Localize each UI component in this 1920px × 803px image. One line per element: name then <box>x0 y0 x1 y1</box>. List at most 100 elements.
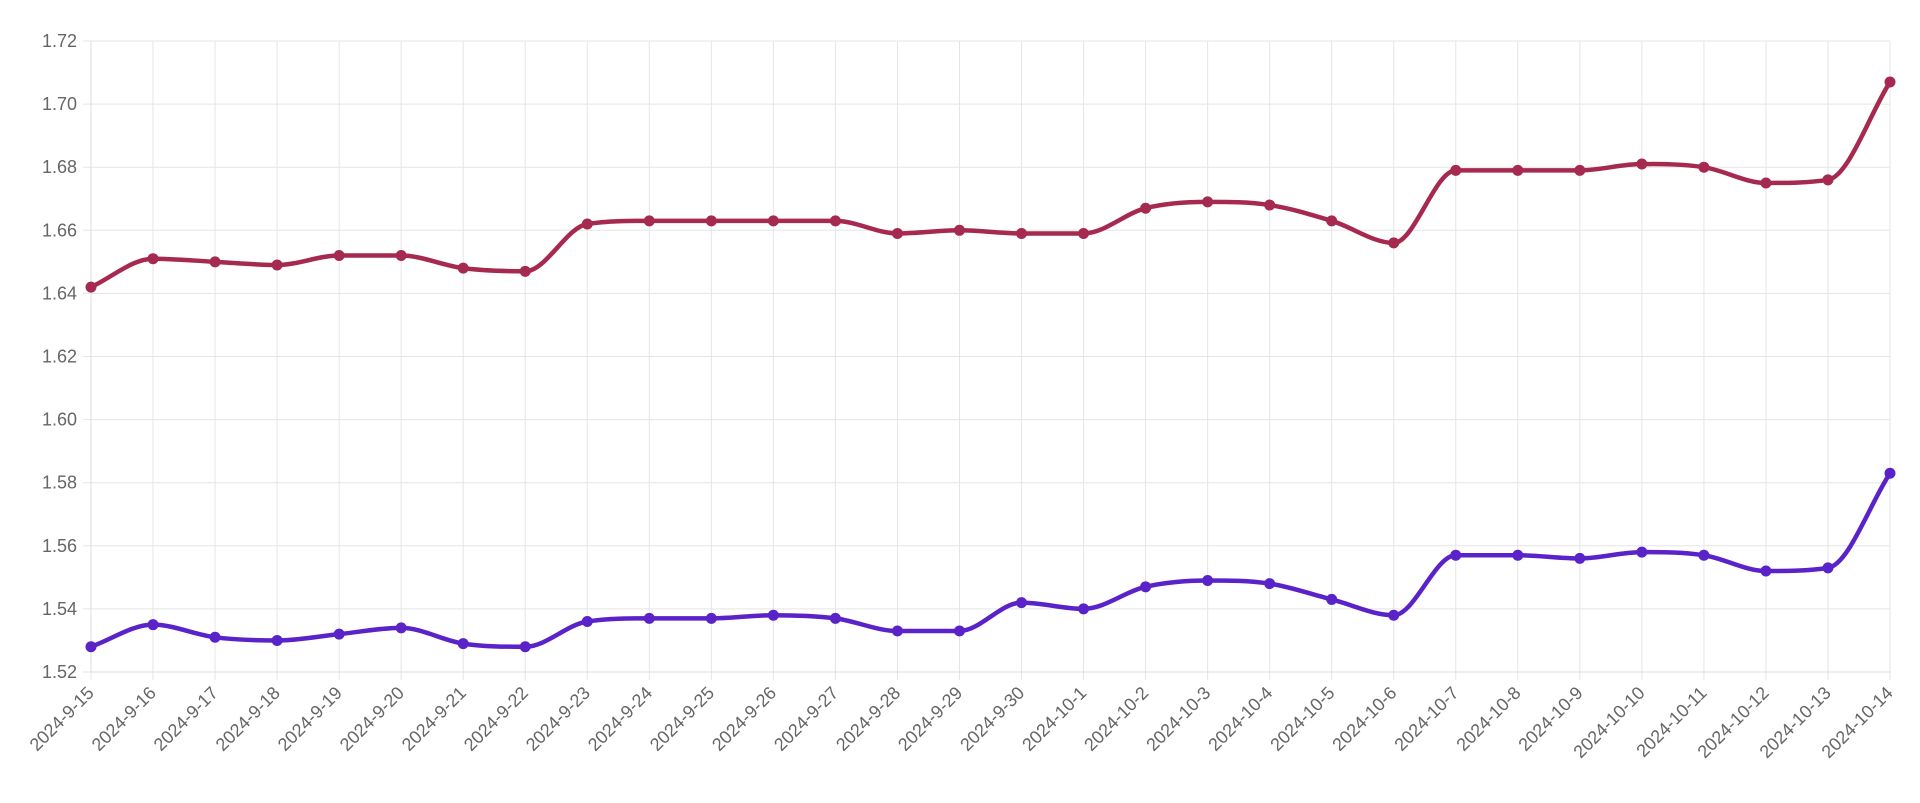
y-tick-label: 1.68 <box>42 157 77 177</box>
data-point[interactable] <box>643 215 655 227</box>
y-tick-label: 1.52 <box>42 662 77 682</box>
x-tick-label: 2024-10-3 <box>1142 683 1214 755</box>
x-tick-label: 2024-9-19 <box>274 683 346 755</box>
x-tick-label: 2024-9-28 <box>832 683 904 755</box>
data-point[interactable] <box>1698 549 1710 561</box>
data-point[interactable] <box>829 612 841 624</box>
data-point[interactable] <box>85 281 97 293</box>
data-point[interactable] <box>457 262 469 274</box>
data-point[interactable] <box>1016 227 1028 239</box>
y-tick-label: 1.66 <box>42 220 77 240</box>
data-point[interactable] <box>767 609 779 621</box>
data-point[interactable] <box>1140 581 1152 593</box>
data-point[interactable] <box>519 265 531 277</box>
series-line-1 <box>88 79 1893 290</box>
data-point[interactable] <box>1822 562 1834 574</box>
data-point[interactable] <box>1636 546 1648 558</box>
data-point[interactable] <box>1264 199 1276 211</box>
data-point[interactable] <box>891 227 903 239</box>
data-point[interactable] <box>581 616 593 628</box>
y-tick-label: 1.72 <box>42 31 77 51</box>
data-point[interactable] <box>395 250 407 262</box>
x-tick-label: 2024-10-6 <box>1328 683 1400 755</box>
data-point[interactable] <box>1450 549 1462 561</box>
data-point[interactable] <box>1636 158 1648 170</box>
data-point[interactable] <box>333 250 345 262</box>
data-point[interactable] <box>1574 552 1586 564</box>
data-point[interactable] <box>1388 237 1400 249</box>
x-tick-label: 2024-9-26 <box>708 683 780 755</box>
data-point[interactable] <box>519 641 531 653</box>
data-point[interactable] <box>333 628 345 640</box>
data-point[interactable] <box>891 625 903 637</box>
series-line-2 <box>88 470 1893 650</box>
data-point[interactable] <box>1512 164 1524 176</box>
data-point[interactable] <box>147 619 159 631</box>
x-tick-label: 2024-9-25 <box>646 683 718 755</box>
x-tick-label: 2024-10-4 <box>1204 683 1276 755</box>
data-point[interactable] <box>1884 76 1896 88</box>
x-tick-label: 2024-9-20 <box>336 683 408 755</box>
data-point[interactable] <box>1326 215 1338 227</box>
y-tick-label: 1.54 <box>42 599 77 619</box>
data-point[interactable] <box>1264 578 1276 590</box>
y-tick-label: 1.64 <box>42 283 77 303</box>
data-point[interactable] <box>643 612 655 624</box>
data-point[interactable] <box>209 256 221 268</box>
data-point[interactable] <box>705 215 717 227</box>
y-tick-label: 1.56 <box>42 536 77 556</box>
data-point[interactable] <box>85 641 97 653</box>
x-tick-label: 2024-9-15 <box>26 683 98 755</box>
x-tick-label: 2024-10-5 <box>1266 683 1338 755</box>
y-tick-label: 1.62 <box>42 347 77 367</box>
data-point[interactable] <box>1512 549 1524 561</box>
data-point[interactable] <box>1822 174 1834 186</box>
data-point[interactable] <box>1388 609 1400 621</box>
x-tick-label: 2024-9-18 <box>212 683 284 755</box>
data-point[interactable] <box>1140 202 1152 214</box>
data-point[interactable] <box>953 224 965 236</box>
x-tick-label: 2024-10-7 <box>1390 683 1462 755</box>
x-tick-label: 2024-9-27 <box>770 683 842 755</box>
data-point[interactable] <box>767 215 779 227</box>
axes: 1.52 1.54 1.56 1.58 1.60 1.62 1.64 1.66 1.68 1.70… <box>26 31 1897 762</box>
data-point[interactable] <box>147 253 159 265</box>
data-point[interactable] <box>271 259 283 271</box>
data-point[interactable] <box>1078 603 1090 615</box>
x-tick-label: 2024-10-8 <box>1452 683 1524 755</box>
data-point[interactable] <box>581 218 593 230</box>
data-point[interactable] <box>1884 467 1896 479</box>
data-point[interactable] <box>705 612 717 624</box>
data-point[interactable] <box>1202 196 1214 208</box>
data-point[interactable] <box>1202 575 1214 587</box>
data-point[interactable] <box>1078 227 1090 239</box>
data-point[interactable] <box>457 638 469 650</box>
data-point[interactable] <box>829 215 841 227</box>
x-tick-label: 2024-10-2 <box>1080 683 1152 755</box>
data-point[interactable] <box>1760 177 1772 189</box>
data-point[interactable] <box>1574 164 1586 176</box>
data-point[interactable] <box>953 625 965 637</box>
y-tick-label: 1.60 <box>42 410 77 430</box>
data-point[interactable] <box>1326 593 1338 605</box>
data-point[interactable] <box>1450 164 1462 176</box>
x-tick-label: 2024-10-1 <box>1018 683 1090 755</box>
x-tick-label: 2024-9-21 <box>398 683 470 755</box>
data-point[interactable] <box>1760 565 1772 577</box>
x-tick-label: 2024-9-17 <box>150 683 222 755</box>
data-point[interactable] <box>209 631 221 643</box>
data-point[interactable] <box>1016 597 1028 609</box>
data-point[interactable] <box>1698 161 1710 173</box>
x-tick-label: 2024-9-22 <box>460 683 532 755</box>
x-tick-label: 2024-9-29 <box>894 683 966 755</box>
y-tick-label: 1.70 <box>42 94 77 114</box>
y-tick-label: 1.58 <box>42 473 77 493</box>
x-tick-label: 2024-9-24 <box>584 683 656 755</box>
data-point[interactable] <box>395 622 407 634</box>
data-point[interactable] <box>271 634 283 646</box>
data-points <box>85 76 1896 653</box>
grid <box>83 40 1891 680</box>
x-tick-label: 2024-9-16 <box>88 683 160 755</box>
